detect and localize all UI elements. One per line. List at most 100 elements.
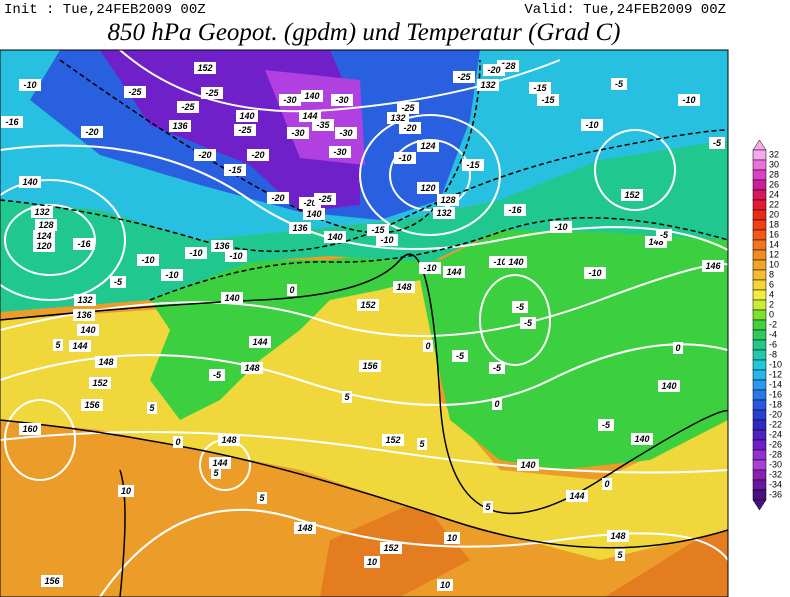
contour-label: -5 xyxy=(602,420,611,430)
contour-label: 140 xyxy=(80,325,95,335)
contour-label: -15 xyxy=(541,95,555,105)
contour-label: -15 xyxy=(371,225,385,235)
contour-label: -10 xyxy=(493,257,506,267)
contour-label-box xyxy=(550,221,572,233)
contour-label: -10 xyxy=(189,248,202,258)
contour-label-box xyxy=(177,101,199,113)
contour-label-box xyxy=(33,230,55,242)
valid-time: Valid: Tue,24FEB2009 00Z xyxy=(524,2,726,18)
contour-label-box xyxy=(566,490,588,502)
contour-label: -10 xyxy=(380,235,393,245)
colorbar-tick-label: 20 xyxy=(769,209,779,219)
contour-label: 0 xyxy=(494,399,499,409)
contour-label: 5 xyxy=(149,403,155,413)
contour-label-box xyxy=(301,90,323,102)
contour-label-box xyxy=(287,127,309,139)
contour-label: -25 xyxy=(238,125,252,135)
colorbar-cell xyxy=(752,269,767,281)
contour-label-box xyxy=(444,532,460,544)
contour-label: 148 xyxy=(396,282,411,292)
contour-label: 136 xyxy=(214,241,230,251)
contour-label-box xyxy=(287,284,297,296)
contour-label: 136 xyxy=(172,121,188,131)
contour-label: 148 xyxy=(221,435,236,445)
contour-label: -25 xyxy=(401,103,415,113)
colorbar-cell xyxy=(752,219,767,231)
contour-label: -5 xyxy=(713,138,722,148)
map-frame xyxy=(0,49,729,597)
colorbar-cell xyxy=(752,369,767,381)
contour-label-box xyxy=(137,254,159,266)
contour-label: -10 xyxy=(554,222,567,232)
contour-label-box xyxy=(709,137,725,149)
colorbar-cell xyxy=(752,249,767,261)
contour-label: 152 xyxy=(383,543,398,553)
contour-label: -15 xyxy=(466,160,480,170)
contour-label: 124 xyxy=(420,141,435,151)
colorbar-tick-label: -26 xyxy=(769,439,782,449)
contour-label-box xyxy=(209,457,231,469)
contour-label-box xyxy=(81,126,103,138)
contour-label-box xyxy=(504,204,526,216)
contour-label-box xyxy=(294,522,316,534)
contour-label-box xyxy=(483,501,493,513)
colorbar-cell xyxy=(752,289,767,301)
contour-label-box xyxy=(225,250,247,262)
contour-label: 0 xyxy=(604,479,609,489)
colorbar-cell xyxy=(752,409,767,421)
contour-label: 144 xyxy=(446,267,461,277)
contour-label: 160 xyxy=(22,424,37,434)
contour-label: 140 xyxy=(327,232,342,242)
contour-label-box xyxy=(512,301,528,313)
colorbar-cell xyxy=(752,239,767,251)
contour-label: 120 xyxy=(420,183,435,193)
contour-label-box xyxy=(201,87,223,99)
contour-label: -5 xyxy=(114,277,123,287)
contour-label-box xyxy=(31,206,53,218)
contour-label-box xyxy=(367,224,389,236)
contour-label-box xyxy=(110,276,126,288)
contour-label: 124 xyxy=(36,231,51,241)
contour-label-box xyxy=(529,82,551,94)
contour-label-box xyxy=(249,336,271,348)
contour-label-box xyxy=(673,342,683,354)
colorbar-cell xyxy=(752,189,767,201)
contour-label-box xyxy=(452,350,468,362)
contour-label: 140 xyxy=(22,177,37,187)
contour-label-box xyxy=(607,530,629,542)
contour-label-box xyxy=(417,140,439,152)
contour-label-box xyxy=(417,438,427,450)
colorbar-tick-label: 32 xyxy=(769,149,779,159)
contour-label-box xyxy=(477,79,499,91)
colorbar-tick-label: 6 xyxy=(769,279,774,289)
contour-label-box xyxy=(89,377,111,389)
contour-label: 144 xyxy=(252,337,267,347)
contour-label-box xyxy=(73,238,95,250)
contour-label: -5 xyxy=(213,370,222,380)
contour-label: -25 xyxy=(181,102,195,112)
contour-label-box xyxy=(19,176,41,188)
contour-label-box xyxy=(380,542,402,554)
contour-label: 140 xyxy=(520,460,535,470)
contour-label: -25 xyxy=(128,87,142,97)
contour-label-box xyxy=(359,360,381,372)
contour-label: 5 xyxy=(213,468,219,478)
contour-label-box xyxy=(324,231,346,243)
contour-label: 140 xyxy=(508,257,523,267)
contour-label: -5 xyxy=(615,79,624,89)
contour-label: 140 xyxy=(304,91,319,101)
contour-label: 140 xyxy=(306,209,321,219)
colorbar-cell xyxy=(752,449,767,461)
contour-label-box xyxy=(19,79,41,91)
contour-label-box xyxy=(520,317,536,329)
contour-label: 5 xyxy=(55,340,61,350)
warm-contours xyxy=(0,253,728,597)
map-field xyxy=(0,50,728,597)
contour-label-box xyxy=(118,485,134,497)
contour-label-box xyxy=(394,152,416,164)
colorbar-cell xyxy=(752,319,767,331)
colorbar-cell xyxy=(752,159,767,171)
contour-label-box xyxy=(462,159,484,171)
contour-label: 5 xyxy=(259,493,265,503)
